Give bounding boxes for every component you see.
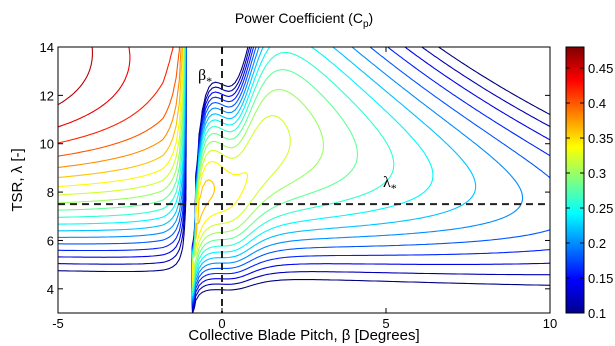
y-tick-label: 8 <box>47 185 54 200</box>
chart-title: Power Coefficient (Cp) <box>235 10 373 30</box>
y-tick-label: 6 <box>47 233 54 248</box>
colorbar-tick-label: 0.25 <box>588 201 613 216</box>
colorbar-tick-label: 0.3 <box>588 166 606 181</box>
contour-0.44 <box>58 47 131 128</box>
contour-0.38 <box>58 47 182 169</box>
title-subscript: p <box>363 19 369 30</box>
contour-0.20 <box>58 47 524 302</box>
y-tick-label: 14 <box>40 40 54 55</box>
x-axis-label: Collective Blade Pitch, β [Degrees] <box>188 327 419 344</box>
plot-frame <box>57 46 551 314</box>
contour-0.10 <box>58 47 550 313</box>
y-axis-ticks: 4 6 8 10 12 14 <box>40 40 550 297</box>
colorbar-tick-label: 0.2 <box>588 236 606 251</box>
contour-0.36 <box>58 47 216 240</box>
reference-lines <box>58 47 550 313</box>
contour-0.24 <box>58 47 434 297</box>
contour-0.16 <box>58 47 550 306</box>
colorbar-tick-label: 0.45 <box>588 61 613 76</box>
colorbar-tick-label: 0.35 <box>588 131 613 146</box>
y-tick-label: 10 <box>40 137 54 152</box>
contour-0.14 <box>58 47 550 309</box>
beta-star-label: β* <box>198 67 212 88</box>
x-tick-label: 5 <box>382 316 389 331</box>
y-tick-label: 4 <box>47 282 54 297</box>
x-tick-label: -5 <box>52 316 64 331</box>
contour-0.42 <box>58 47 174 144</box>
contour-0.30 <box>58 47 324 289</box>
y-axis-label: TSR, λ [-] <box>9 148 26 211</box>
contour-0.46 <box>58 47 93 106</box>
colorbar-tick-label: 0.1 <box>588 306 606 321</box>
lambda-star-label: λ* <box>383 174 397 195</box>
y-tick-label: 12 <box>40 88 54 103</box>
contour-0.40 <box>58 47 181 157</box>
colorbar <box>565 46 585 314</box>
contour-0.32 <box>58 47 291 285</box>
x-tick-label: 10 <box>543 316 557 331</box>
x-axis-ticks: -5 0 5 10 <box>52 47 557 331</box>
x-tick-label: 0 <box>218 316 225 331</box>
contour-lines <box>58 47 550 313</box>
contour-0.34 <box>58 47 249 281</box>
colorbar-ticks: 0.1 0.15 0.2 0.25 0.3 0.35 0.4 0.45 <box>566 61 613 321</box>
colorbar-tick-label: 0.4 <box>588 96 606 111</box>
colorbar-tick-label: 0.15 <box>588 271 613 286</box>
